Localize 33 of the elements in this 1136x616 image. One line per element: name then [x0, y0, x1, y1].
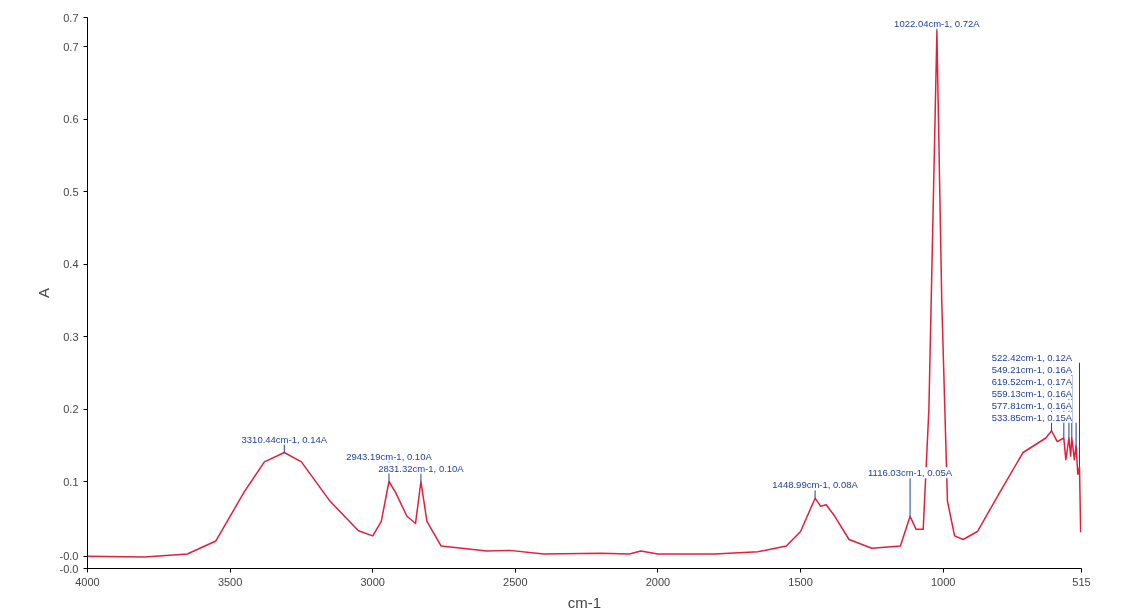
x-axis-title: cm-1 [567, 593, 602, 611]
annotation: 1022.04cm-1, 0.72A [894, 17, 981, 29]
x-tick-label: 3000 [360, 575, 385, 588]
x-tick-label: 2500 [503, 575, 528, 588]
y-tick-label: -0.0 [59, 550, 79, 563]
y-tick-label: 0.2 [63, 403, 79, 415]
annotation: 522.42cm-1, 0.12A [991, 351, 1073, 363]
y-tick-label: 0.5 [63, 185, 79, 198]
annotation: 3310.44cm-1, 0.14A [241, 433, 328, 445]
annotation: 533.85cm-1, 0.15A [991, 411, 1073, 423]
y-tick-label: 0.3 [63, 330, 79, 343]
y-tick-label: 0.7 [63, 40, 79, 53]
x-tick-label: 4000 [75, 575, 100, 588]
y-tick-label: -0.0 [59, 562, 79, 575]
y-tick-label: 0.7 [63, 11, 79, 24]
x-tick-label: 1000 [930, 575, 956, 588]
annotation: 549.21cm-1, 0.16A [991, 363, 1073, 375]
y-tick-label: 0.4 [63, 258, 79, 270]
y-tick-label: 0.1 [63, 475, 79, 488]
annotation: 577.81cm-1, 0.16A [991, 399, 1073, 411]
annotation: 2943.19cm-1, 0.10A [346, 450, 433, 462]
annotation: 2831.32cm-1, 0.10A [378, 462, 465, 474]
y-axis-title: A [34, 287, 52, 298]
annotation: 559.13cm-1, 0.16A [991, 387, 1073, 399]
line-series [87, 31, 1082, 558]
y-tick-label: 0.6 [63, 113, 79, 125]
x-tick-label: 2000 [645, 575, 671, 588]
annotation: 1116.03cm-1, 0.05A [868, 467, 953, 479]
annotation: 619.52cm-1, 0.17A [991, 375, 1073, 387]
x-tick-label: 515 [1072, 575, 1091, 588]
annotation: 1448.99cm-1, 0.08A [772, 479, 859, 491]
x-tick-label: 1500 [788, 575, 813, 588]
x-tick-label: 3500 [217, 575, 243, 588]
